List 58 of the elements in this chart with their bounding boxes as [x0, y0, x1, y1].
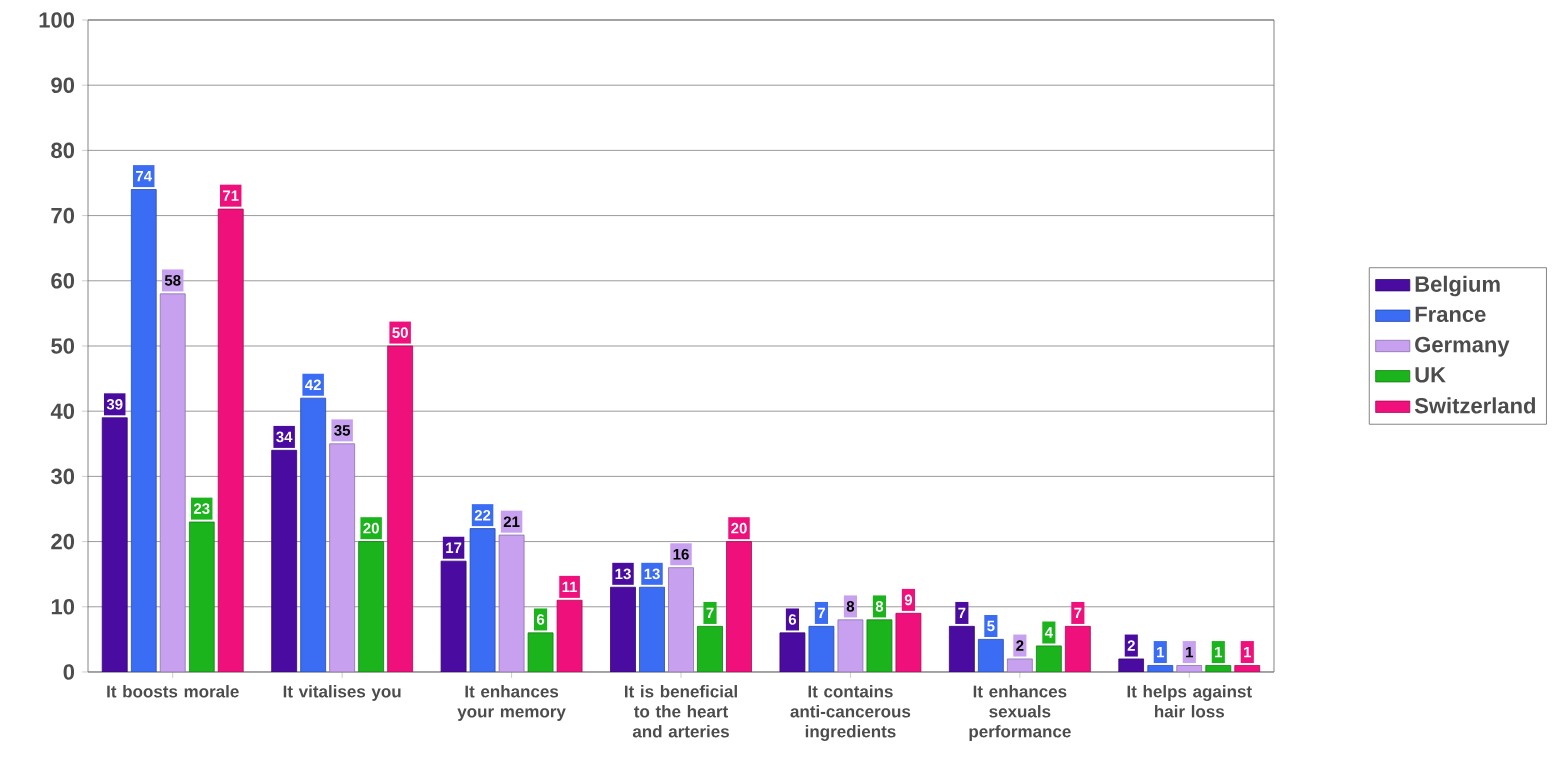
data-label: 13 [644, 568, 660, 580]
data-label: 34 [276, 431, 293, 443]
x-tick-label: It boosts morale [107, 685, 239, 698]
y-tick-label: 70 [51, 207, 75, 224]
legend-label: Belgium [1415, 275, 1500, 297]
data-label: 7 [1074, 607, 1082, 619]
data-label: 50 [392, 327, 408, 338]
data-label: 1 [1244, 646, 1252, 658]
x-tick-label: It is beneficial to the heart and arteries [624, 685, 737, 738]
data-label: 6 [536, 614, 545, 625]
y-tick-label: 10 [51, 599, 75, 615]
data-label: 17 [446, 542, 462, 553]
data-label: 16 [673, 548, 689, 560]
data-label: 42 [305, 379, 321, 390]
y-tick-label: 40 [50, 403, 75, 419]
data-label: 22 [474, 509, 491, 521]
data-label: 5 [987, 620, 995, 632]
data-label: 6 [788, 614, 797, 625]
data-label: 20 [731, 522, 747, 534]
data-label: 58 [164, 275, 181, 286]
data-label: 9 [904, 594, 913, 606]
data-label: 1 [1157, 646, 1165, 658]
y-tick-label: 20 [51, 533, 75, 550]
data-label: 20 [363, 522, 379, 534]
y-tick-label: 50 [51, 338, 75, 354]
data-label: 2 [1016, 640, 1024, 651]
legend-label: Germany [1415, 336, 1510, 357]
y-tick-label: 90 [51, 77, 75, 93]
y-tick-label: 100 [39, 12, 75, 28]
x-tick-label: It enhances sexuals performance [969, 685, 1071, 741]
legend-label: Switzerland [1414, 397, 1536, 414]
data-label: 8 [846, 601, 855, 612]
legend-label: France [1415, 306, 1486, 323]
data-label: 7 [817, 607, 825, 619]
y-tick-label: 60 [51, 273, 75, 289]
data-label: 74 [136, 170, 152, 182]
data-label: 7 [706, 607, 714, 619]
data-label: 21 [503, 516, 520, 527]
data-label: 71 [223, 190, 239, 201]
data-label: 1 [1215, 646, 1223, 658]
data-label: 8 [875, 601, 884, 612]
x-tick-label: It contains anti-cancerous ingredients [790, 685, 911, 741]
x-tick-label: It helps against hair loss [1127, 685, 1252, 718]
data-label: 4 [1044, 627, 1053, 638]
y-tick-label: 80 [51, 142, 75, 159]
data-label: 23 [193, 503, 210, 514]
data-label: 13 [615, 568, 631, 580]
data-label: 2 [1127, 640, 1135, 651]
x-tick-label: It enhances your memory [457, 685, 566, 721]
data-label: 7 [958, 607, 966, 619]
y-tick-label: 0 [63, 664, 75, 680]
data-label: 35 [334, 425, 351, 436]
data-label: 39 [106, 398, 123, 410]
data-label: 1 [1186, 646, 1194, 658]
y-tick-label: 30 [50, 468, 75, 485]
legend-label: UK [1415, 367, 1446, 383]
x-tick-label: It vitalises you [283, 685, 401, 701]
data-label: 11 [562, 581, 578, 593]
